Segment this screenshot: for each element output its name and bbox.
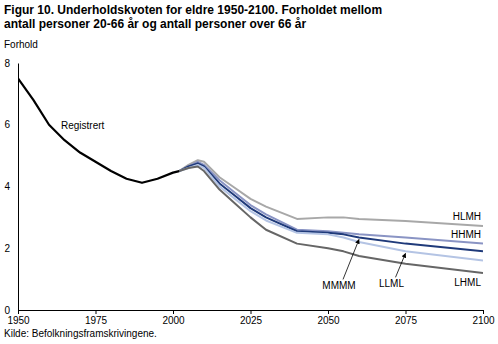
tick: 2025 <box>240 310 263 326</box>
tick-label: 2075 <box>395 315 418 326</box>
tick-label: 6 <box>4 119 10 130</box>
tick-mark <box>406 310 407 314</box>
tick-label: 2000 <box>162 315 185 326</box>
tick-label: 4 <box>4 181 10 192</box>
x-axis: 1950 1975 2000 2025 2050 2075 2100 <box>7 310 495 326</box>
tick-label: 8 <box>4 58 10 69</box>
tick-mark <box>96 310 97 314</box>
axis-line <box>18 64 19 311</box>
tick: 2 <box>4 243 18 254</box>
source: Kilde: Befolkningsframskrivingene. <box>4 328 157 339</box>
series-label: LLML <box>379 278 404 289</box>
series-line <box>179 163 483 251</box>
tick: 0 <box>4 305 18 316</box>
tick-mark <box>173 310 174 314</box>
tick: 2100 <box>472 310 495 326</box>
tick-label: 2100 <box>472 315 495 326</box>
title: Figur 10. Underholdskvoten for eldre 195… <box>4 3 382 31</box>
tick-label: 1975 <box>85 315 108 326</box>
series-label: MMMM <box>322 280 355 291</box>
tick-label: 2050 <box>317 315 340 326</box>
y-axis: 0 2 4 6 8 <box>4 58 18 316</box>
tick: 6 <box>4 119 18 130</box>
series-label: HHMH <box>451 229 481 240</box>
tick-label: 0 <box>4 305 10 316</box>
y-axis-title: Forhold <box>4 39 38 50</box>
tick-mark <box>483 310 484 314</box>
series-line <box>179 165 483 261</box>
lines <box>18 78 483 273</box>
series-line <box>18 78 179 182</box>
tick: 2000 <box>162 310 185 326</box>
chart: Figur 10. Underholdskvoten for eldre 195… <box>0 0 498 344</box>
tick-mark <box>328 310 329 314</box>
plot: 1950 1975 2000 2025 2050 2075 2100 0 2 4 6 8 <box>4 58 495 326</box>
series-line <box>179 162 483 244</box>
tick-label: 2025 <box>240 315 263 326</box>
tick-label: 1950 <box>7 315 30 326</box>
series-label: HLMH <box>453 211 481 222</box>
tick: 2050 <box>317 310 340 326</box>
tick: 1950 <box>7 310 30 326</box>
series-label: LHML <box>454 277 481 288</box>
tick: 8 <box>4 58 18 69</box>
label-arrow <box>396 253 406 277</box>
tick: 1975 <box>85 310 108 326</box>
tick-label: 2 <box>4 243 10 254</box>
tick: 2075 <box>395 310 418 326</box>
tick: 4 <box>4 181 18 192</box>
label-arrow <box>343 239 359 279</box>
series-label: Registrert <box>61 120 105 131</box>
tick-mark <box>18 310 19 314</box>
tick-mark <box>251 310 252 314</box>
series-line <box>179 166 483 273</box>
series-labels: Registrert HLMH HHMH MMMM LLML LHML <box>61 120 481 292</box>
